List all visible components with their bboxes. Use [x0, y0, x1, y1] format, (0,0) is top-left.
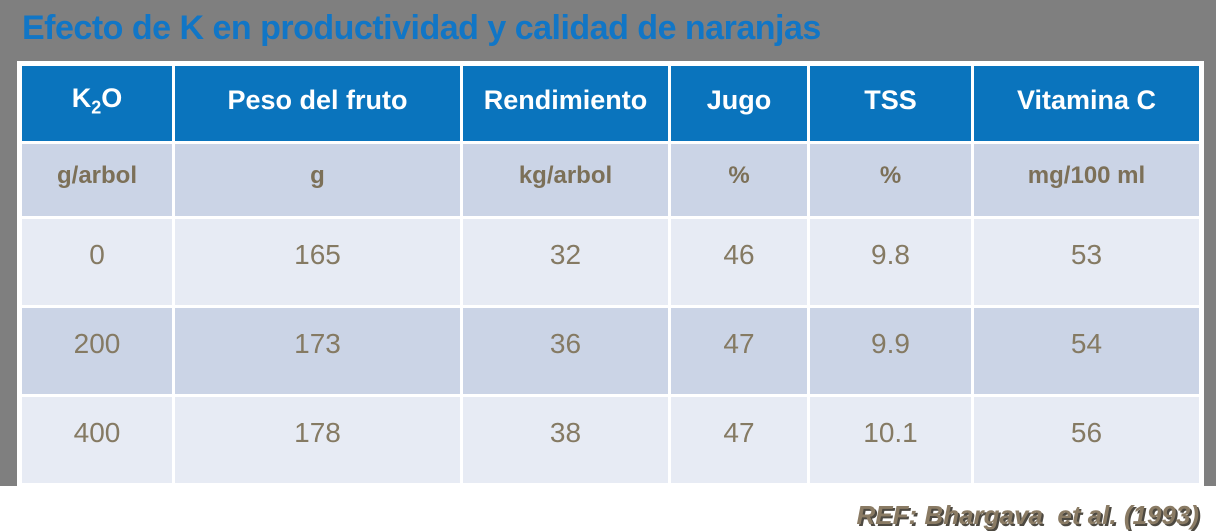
- unit-cell-tss: %: [807, 141, 974, 220]
- column-header-k2o: K2O: [18, 62, 175, 145]
- cell-tss: 9.9: [807, 305, 974, 398]
- column-header-tss: TSS: [807, 62, 974, 145]
- column-header-peso-del-fruto: Peso del fruto: [172, 62, 463, 145]
- unit-cell-jugo: %: [668, 141, 810, 220]
- page-title: Efecto de K en productividad y calidad d…: [22, 9, 821, 47]
- cell-k2o: 0: [18, 216, 175, 309]
- units-row: g/arbol g kg/arbol % % mg/100 ml: [18, 141, 1203, 220]
- cell-peso: 165: [172, 216, 463, 309]
- table-row-k200: 200 173 36 47 9.9 54: [18, 305, 1203, 398]
- cell-jugo: 46: [668, 216, 810, 309]
- cell-jugo: 47: [668, 305, 810, 398]
- cell-k2o: 400: [18, 394, 175, 488]
- column-header-jugo: Jugo: [668, 62, 810, 145]
- unit-cell-peso-del-fruto: g: [172, 141, 463, 220]
- cell-rendimiento: 36: [460, 305, 671, 398]
- cell-vitamina-c: 56: [971, 394, 1203, 488]
- cell-k2o: 200: [18, 305, 175, 398]
- cell-jugo: 47: [668, 394, 810, 488]
- cell-vitamina-c: 53: [971, 216, 1203, 309]
- cell-rendimiento: 32: [460, 216, 671, 309]
- k2o-tail: O: [101, 82, 123, 113]
- cell-tss: 9.8: [807, 216, 974, 309]
- reference-citation: REF: Bhargava et al. (1993): [856, 500, 1199, 531]
- cell-rendimiento: 38: [460, 394, 671, 488]
- header-row: K2O Peso del fruto Rendimiento Jugo TSS …: [18, 62, 1203, 145]
- unit-cell-vitamina-c: mg/100 ml: [971, 141, 1203, 220]
- cell-peso: 178: [172, 394, 463, 488]
- table-row-k400: 400 178 38 47 10.1 56: [18, 394, 1203, 488]
- cell-tss: 10.1: [807, 394, 974, 488]
- column-header-rendimiento: Rendimiento: [460, 62, 671, 145]
- table-row-k0: 0 165 32 46 9.8 53: [18, 216, 1203, 309]
- column-header-vitamina-c: Vitamina C: [971, 62, 1203, 145]
- k2o-base: K: [71, 82, 92, 113]
- unit-cell-k2o: g/arbol: [18, 141, 175, 220]
- cell-peso: 173: [172, 305, 463, 398]
- k2o-subscript: 2: [91, 97, 102, 118]
- data-table: K2O Peso del fruto Rendimiento Jugo TSS …: [17, 61, 1204, 489]
- cell-vitamina-c: 54: [971, 305, 1203, 398]
- unit-cell-rendimiento: kg/arbol: [460, 141, 671, 220]
